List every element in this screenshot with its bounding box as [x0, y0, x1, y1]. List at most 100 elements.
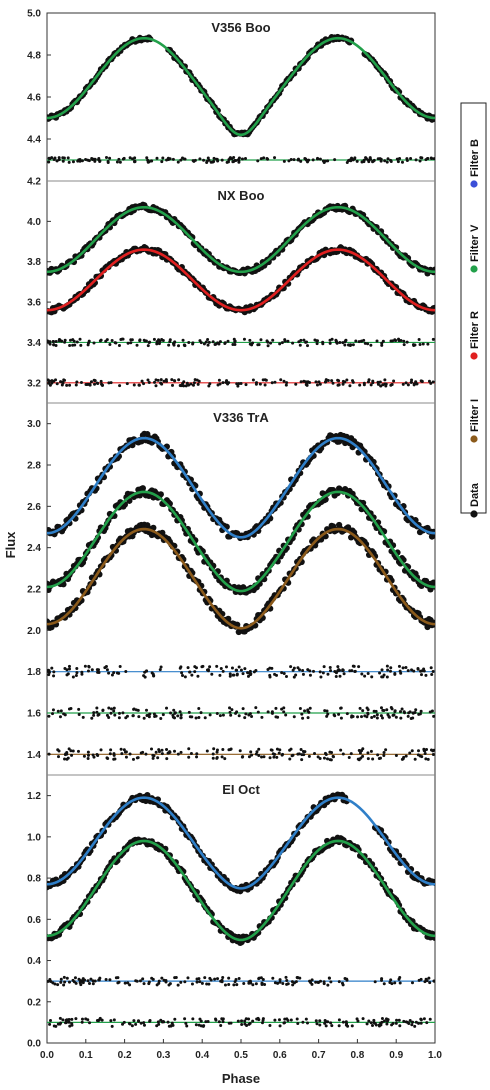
residual-point [398, 669, 402, 673]
residual-point [93, 382, 97, 386]
residual-point [165, 757, 169, 761]
residual-point [65, 673, 69, 677]
panel-plot-area [47, 201, 435, 388]
residual-point [117, 157, 121, 161]
residual-point [234, 159, 238, 163]
residual-point [411, 711, 415, 715]
residual-point [366, 158, 370, 162]
residual-point [57, 156, 61, 160]
y-tick-label: 1.4 [27, 750, 41, 761]
residual-point [371, 1023, 374, 1027]
residual-point [393, 981, 397, 985]
residual-point [134, 1022, 138, 1026]
panel-title: V356 Boo [211, 20, 270, 35]
residual-point [55, 382, 59, 386]
y-tick-label: 0.0 [27, 1039, 41, 1050]
residual-point [220, 1017, 224, 1021]
residual-point [233, 339, 237, 343]
residual-point [314, 980, 318, 984]
residual-point [130, 1024, 134, 1028]
residual-point [227, 983, 231, 987]
residual-point [350, 715, 354, 719]
residual-point [96, 670, 100, 674]
residual-point [431, 752, 435, 756]
residual-point [205, 668, 209, 672]
residual-point [357, 758, 361, 762]
residual-point [147, 715, 151, 719]
residual-point [184, 384, 188, 388]
residual-point [152, 754, 156, 758]
residual-point [235, 672, 239, 676]
residual-point [341, 1020, 345, 1024]
residual-point [95, 668, 99, 672]
panel-nx-boo: NX Boo 3.2 3.4 3.6 3.8 4.0 [27, 180, 435, 389]
residual-point [418, 712, 422, 716]
residual-point [299, 159, 303, 163]
residual-point [337, 712, 341, 716]
residual-point [68, 1024, 72, 1028]
residual-point [51, 708, 55, 712]
residual-point [273, 156, 277, 160]
residual-point [220, 755, 224, 759]
residual-point [49, 979, 53, 983]
residual-point [255, 1017, 259, 1021]
residual-point [317, 980, 320, 984]
residual-point [422, 749, 426, 753]
residual-point [177, 378, 181, 382]
residual-point [280, 671, 284, 675]
residual-point [345, 1022, 349, 1026]
residual-point [425, 979, 429, 983]
residual-point [215, 748, 219, 752]
residual-point [62, 378, 66, 382]
residual-point [388, 669, 392, 673]
residual-point [63, 980, 67, 984]
residual-point [243, 667, 247, 671]
residual-point [273, 1018, 277, 1022]
residual-point [90, 716, 94, 720]
residual-point [190, 673, 194, 677]
residual-point [148, 1019, 152, 1023]
residual-point [172, 379, 176, 383]
y-tick-label: 1.8 [27, 667, 41, 678]
residual-point [75, 380, 79, 384]
residual-point [187, 755, 191, 759]
residual-point [112, 671, 116, 675]
residual-point [322, 160, 326, 164]
residual-point [133, 159, 137, 163]
residual-point [135, 343, 139, 347]
residual-point [189, 382, 193, 386]
residual-point [93, 379, 97, 383]
legend-label: Filter V [469, 224, 481, 262]
residual-point [338, 341, 342, 345]
residual-point [325, 714, 329, 718]
residual-point [160, 748, 164, 752]
residual-point [310, 978, 314, 982]
y-tick-label: 2.6 [27, 502, 41, 513]
residual-point [282, 671, 286, 675]
residual-point [409, 156, 413, 160]
legend-label: Filter R [469, 311, 481, 349]
residual-point [182, 343, 186, 347]
residual-point [300, 712, 304, 716]
residual-point [315, 383, 319, 387]
residual-point [232, 156, 236, 160]
x-tick-label: 0.9 [389, 1050, 403, 1061]
y-tick-label: 0.4 [27, 956, 41, 967]
residual-point [211, 340, 215, 344]
residual-point [199, 341, 203, 345]
residual-point [124, 755, 128, 759]
residual-point [251, 983, 255, 987]
residual-point [282, 1021, 286, 1025]
residual-point [398, 1024, 402, 1028]
residual-point [181, 338, 185, 342]
residual-point [121, 711, 125, 715]
residual-point [155, 342, 159, 346]
residual-point [75, 671, 79, 675]
residual-point [370, 675, 374, 679]
panel-title: NX Boo [218, 188, 265, 203]
residual-point [52, 343, 56, 347]
residual-point [410, 1023, 414, 1027]
residual-point [384, 384, 388, 388]
residual-point [86, 756, 90, 760]
residual-point [405, 340, 409, 344]
